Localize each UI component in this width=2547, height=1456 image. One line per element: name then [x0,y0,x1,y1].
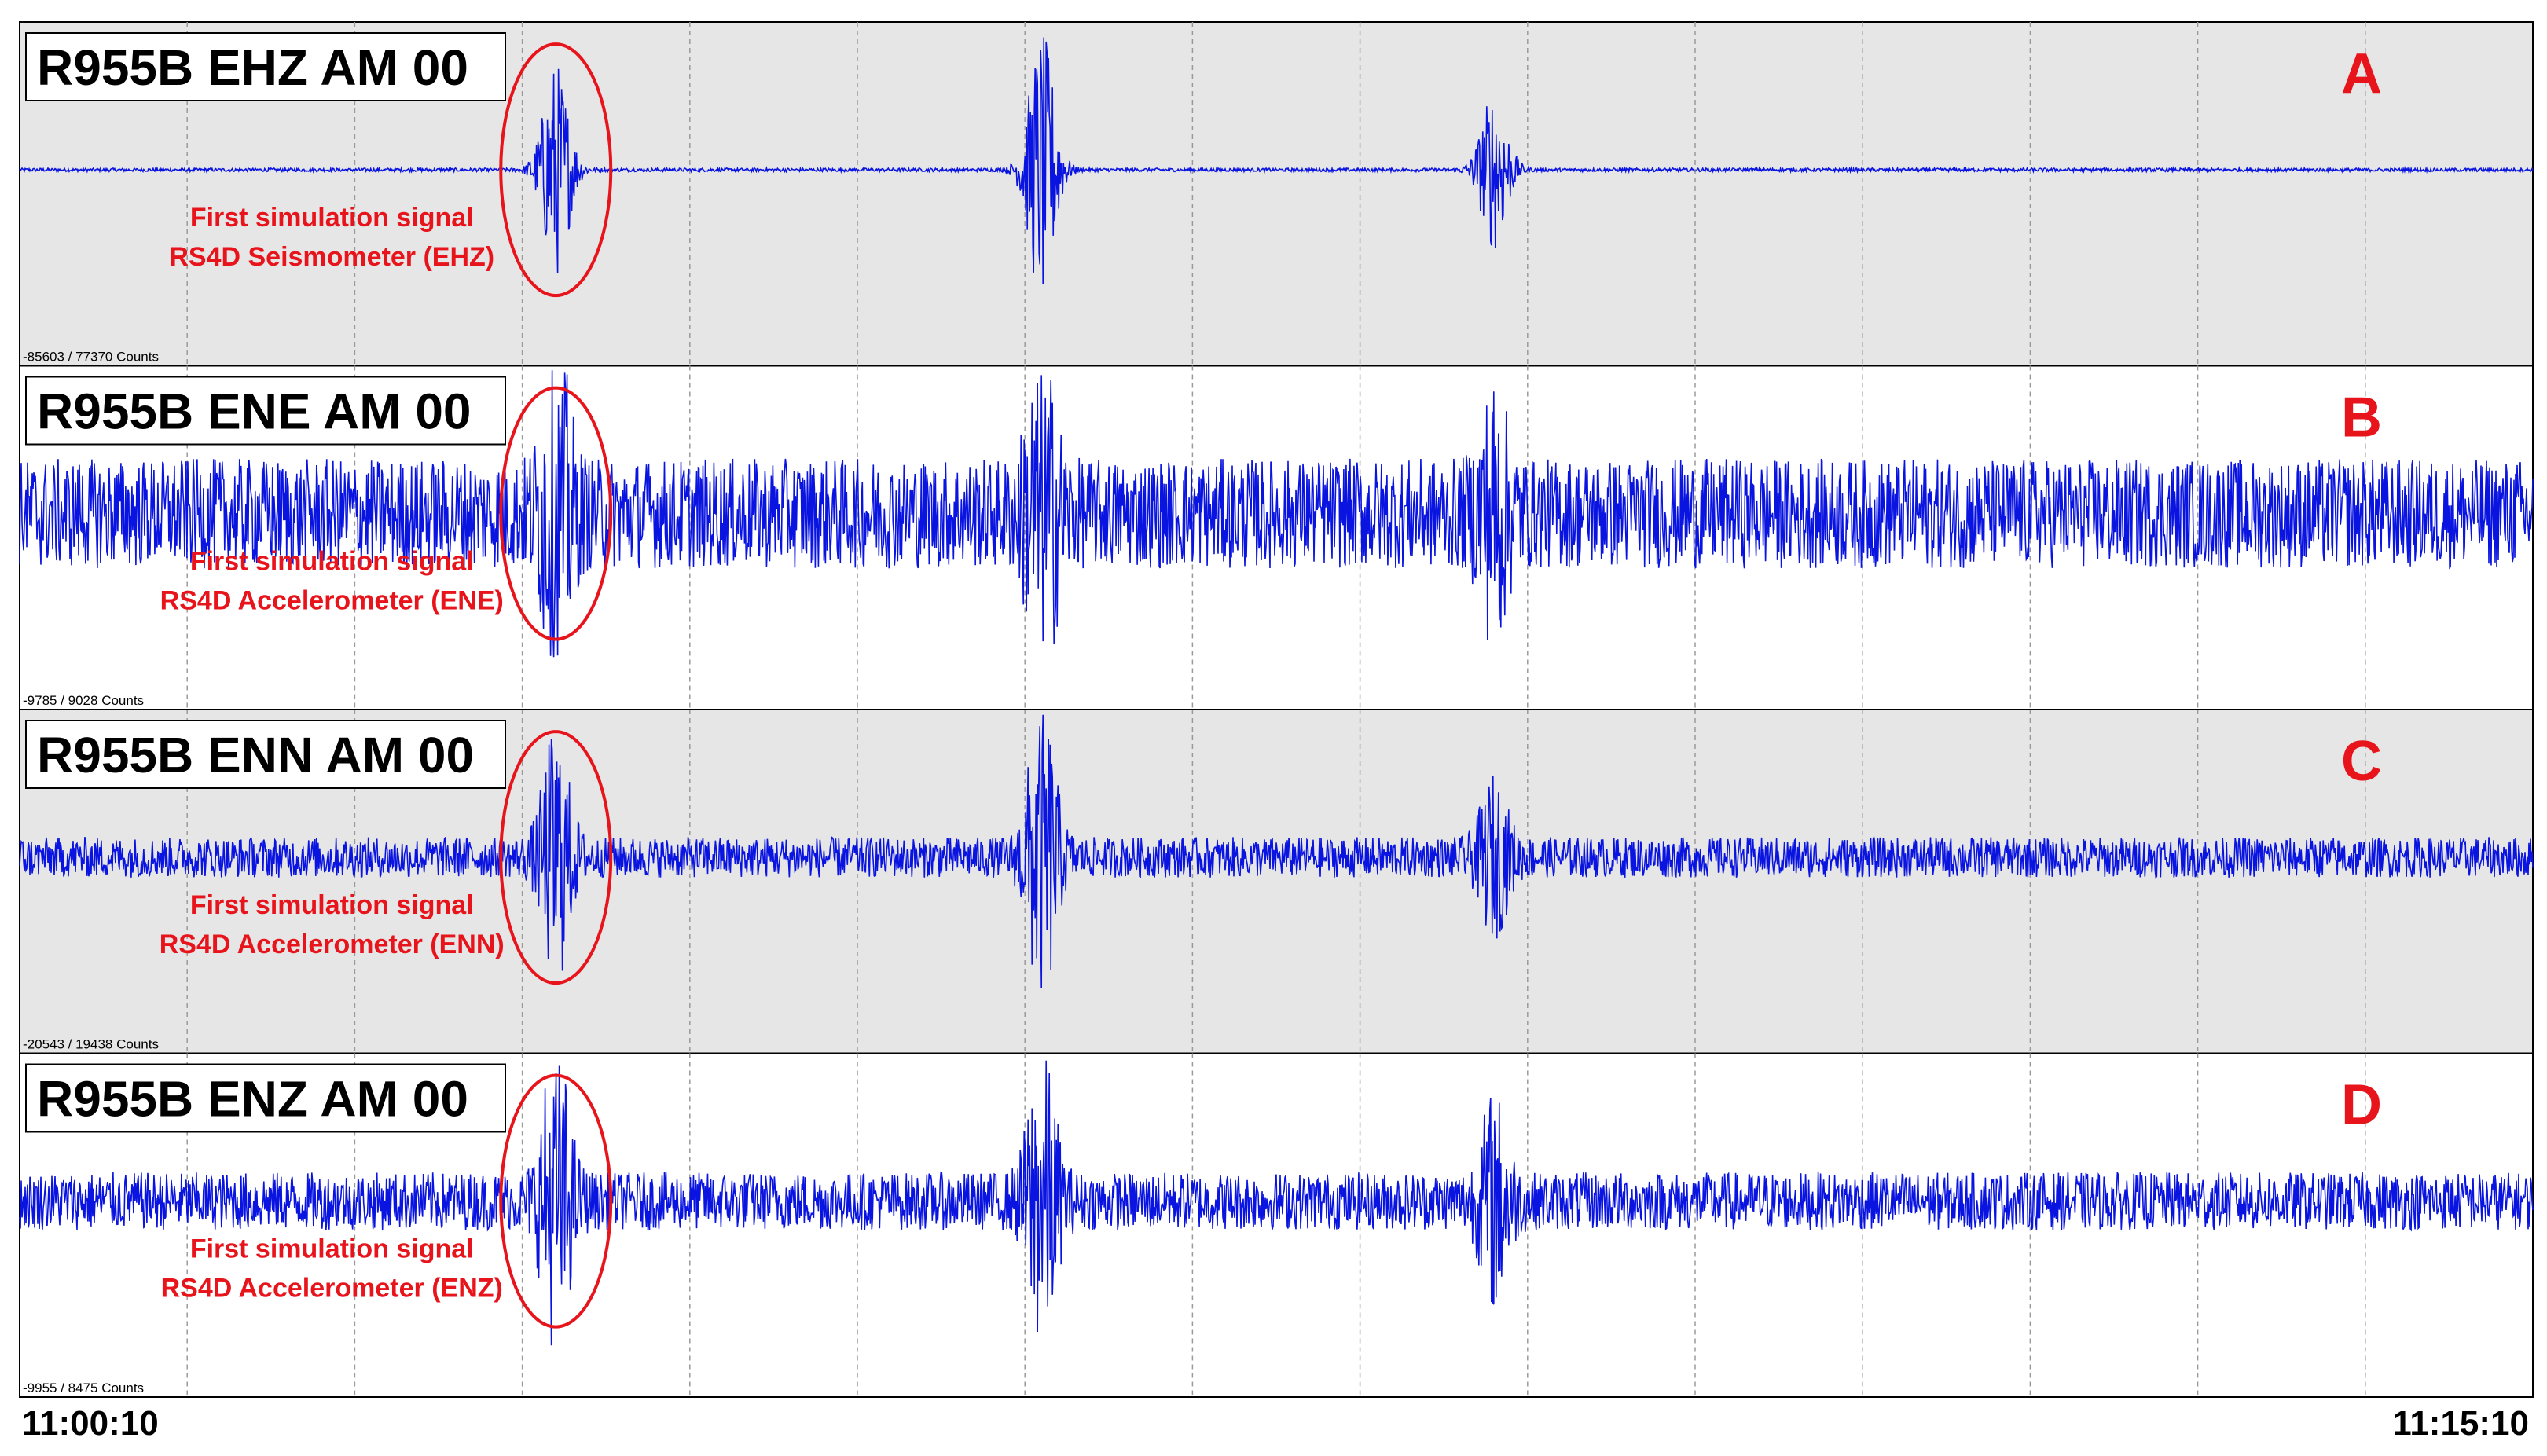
panel-a: R955B EHZ AM 00 A -85603 / 77370 Counts Fir… [19,21,2534,367]
panel-letter: C [2341,730,2382,793]
annotation-ellipse [499,1073,613,1329]
trace-a [19,37,2534,284]
station-label-box [25,376,506,446]
time-start-label: 11:00:10 [22,1404,159,1443]
panel-c: R955B ENN AM 00 C -20543 / 19438 Counts Fir… [19,709,2534,1054]
annotation-line1: First simulation signal [190,890,474,920]
trace-d [19,1060,2534,1346]
annotation-line1: First simulation signal [190,203,474,233]
annotation-line2: RS4D Seismometer (EHZ) [169,242,494,272]
trace-b [19,370,2534,658]
annotation-ellipse [499,730,613,985]
station-label: R955B ENN AM 00 [37,727,474,783]
annotation-ellipse [499,386,613,641]
station-label-box [25,32,506,101]
range-label: -9785 / 9028 Counts [23,693,144,708]
panel-letter: B [2341,387,2382,449]
annotation-line2: RS4D Accelerometer (ENN) [160,930,505,959]
range-label: -20543 / 19438 Counts [23,1037,159,1052]
station-label: R955B ENZ AM 00 [37,1071,468,1128]
range-label: -85603 / 77370 Counts [23,350,159,365]
time-axis: 11:00:10 11:15:10 [20,1396,2533,1443]
annotation-line2: RS4D Accelerometer (ENZ) [161,1274,503,1304]
station-label: R955B ENE AM 00 [37,383,472,440]
station-label: R955B EHZ AM 00 [37,39,468,96]
annotation-ellipse [499,42,613,298]
station-label-box [25,720,506,789]
annotation-line1: First simulation signal [190,1234,474,1264]
range-label: -9955 / 8475 Counts [23,1381,144,1395]
panels-layer: R955B EHZ AM 00 A -85603 / 77370 Counts Fir… [19,21,2534,1398]
station-label-box [25,1063,506,1133]
trace-c [19,714,2534,988]
annotation-line1: First simulation signal [190,547,474,577]
panel-d: R955B ENZ AM 00 D -9955 / 8475 Counts First… [19,1052,2534,1398]
panel-letter: D [2341,1074,2382,1137]
panel-letter: A [2341,42,2382,105]
annotation-line2: RS4D Accelerometer (ENE) [160,586,504,616]
time-end-label: 11:15:10 [2392,1404,2529,1443]
panel-b: R955B ENE AM 00 B -9785 / 9028 Counts First… [19,365,2534,710]
